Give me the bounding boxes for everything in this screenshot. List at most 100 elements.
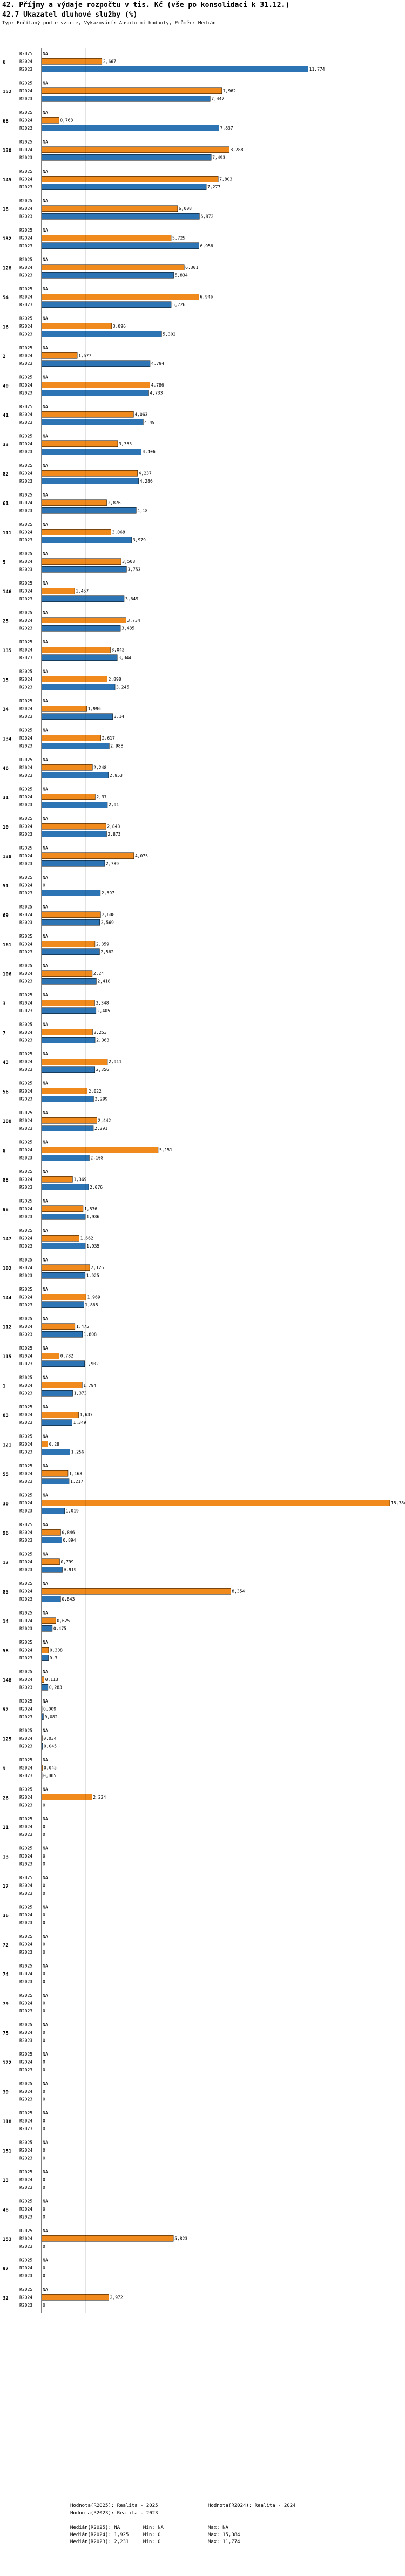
bar [41, 706, 87, 712]
value-label: 2,126 [91, 1265, 104, 1270]
series-label: R2025 [19, 2140, 32, 2145]
group-label: 121 [3, 1442, 11, 1448]
value-label: NA [43, 110, 48, 115]
series-label: R2023 [19, 862, 32, 866]
value-label: 2,789 [106, 862, 119, 866]
series-label: R2023 [19, 891, 32, 896]
group-label: 74 [3, 1972, 9, 1977]
value-label: 0,625 [57, 1618, 70, 1623]
group-label: 12 [3, 1560, 9, 1565]
value-label: 6,972 [200, 214, 213, 219]
series-label: R2025 [19, 463, 32, 468]
group-label: 96 [3, 1531, 9, 1536]
group-label: 13 [3, 1854, 9, 1860]
series-label: R2023 [19, 1156, 32, 1161]
value-label: NA [43, 1287, 48, 1292]
series-label: R2023 [19, 1126, 32, 1131]
bar [41, 1500, 390, 1506]
value-label: 1,217 [70, 1479, 83, 1484]
value-label: 4,237 [139, 471, 152, 476]
value-label: NA [43, 1875, 48, 1880]
value-label: 1,457 [76, 589, 89, 594]
value-label: 1,868 [85, 1303, 98, 1307]
series-label: R2023 [19, 2009, 32, 2014]
series-label: R2024 [19, 1383, 32, 1388]
series-label: R2023 [19, 1656, 32, 1660]
series-label: R2025 [19, 493, 32, 498]
value-label: 2,569 [101, 920, 114, 925]
series-label: R2023 [19, 185, 32, 189]
value-label: 0,005 [43, 1773, 56, 1778]
value-label: NA [43, 463, 48, 468]
value-label: 3,753 [127, 567, 140, 572]
value-label: 2,291 [94, 1126, 107, 1131]
series-label: R2024 [19, 2119, 32, 2124]
bar [41, 1125, 94, 1131]
series-label: R2025 [19, 787, 32, 792]
value-label: 0 [43, 2119, 45, 2124]
series-label: R2024 [19, 1442, 32, 1447]
series-label: R2024 [19, 236, 32, 241]
stat-median-r2024: Medián(R2024): 1,925 [70, 2532, 129, 2538]
group-label: 111 [3, 531, 11, 536]
value-label: NA [43, 1140, 48, 1145]
bar [41, 537, 132, 543]
value-label: 1,369 [73, 1177, 86, 1182]
group-label: 118 [3, 2119, 11, 2125]
value-label: 1,808 [84, 1332, 97, 1337]
group-label: 68 [3, 119, 9, 124]
value-label: 2,405 [97, 1008, 110, 1013]
bar [41, 1301, 84, 1308]
value-label: NA [43, 1640, 48, 1645]
value-label: 2,299 [94, 1097, 107, 1102]
value-label: 3,734 [127, 618, 140, 623]
series-label: R2023 [19, 714, 32, 719]
bar [41, 831, 107, 837]
value-label: NA [43, 51, 48, 56]
value-label: 0,283 [49, 1685, 62, 1690]
series-label: R2023 [19, 803, 32, 808]
group-label: 6 [3, 60, 5, 65]
series-label: R2025 [19, 1728, 32, 1733]
bar [41, 1243, 86, 1249]
value-label: 0 [43, 2009, 45, 2014]
series-label: R2024 [19, 1795, 32, 1800]
series-label: R2025 [19, 1934, 32, 1939]
value-label: NA [43, 1964, 48, 1969]
value-label: NA [43, 1905, 48, 1910]
value-label: NA [43, 345, 48, 350]
value-label: 4,786 [151, 383, 164, 388]
group-label: 75 [3, 2031, 9, 2036]
series-label: R2024 [19, 147, 32, 152]
series-label: R2024 [19, 824, 32, 829]
bar [41, 1205, 84, 1212]
value-label: NA [43, 611, 48, 615]
bar [41, 1441, 48, 1447]
series-label: R2025 [19, 1081, 32, 1086]
value-label: NA [43, 1522, 48, 1527]
series-label: R2024 [19, 1324, 32, 1329]
series-label: R2025 [19, 1022, 32, 1027]
value-label: 0,045 [44, 1744, 57, 1749]
group-label: 43 [3, 1060, 9, 1066]
series-label: R2023 [19, 1420, 32, 1425]
series-label: R2023 [19, 538, 32, 543]
bar [41, 823, 106, 830]
series-label: R2025 [19, 316, 32, 321]
series-label: R2025 [19, 552, 32, 557]
value-label: 0 [43, 1950, 45, 1955]
value-label: 0,034 [43, 1736, 56, 1741]
group-label: 128 [3, 266, 11, 271]
value-label: 0 [43, 1862, 45, 1867]
value-label: 8,288 [230, 147, 243, 152]
series-label: R2025 [19, 404, 32, 409]
value-label: 2,608 [102, 912, 114, 917]
group-label: 55 [3, 1472, 9, 1477]
value-label: 6,008 [179, 206, 192, 211]
series-label: R2023 [19, 302, 32, 307]
value-label: 0 [43, 2001, 45, 2006]
value-label: 0 [43, 1854, 45, 1859]
series-label: R2024 [19, 500, 32, 505]
group-label: 112 [3, 1325, 11, 1330]
value-label: NA [43, 1581, 48, 1586]
